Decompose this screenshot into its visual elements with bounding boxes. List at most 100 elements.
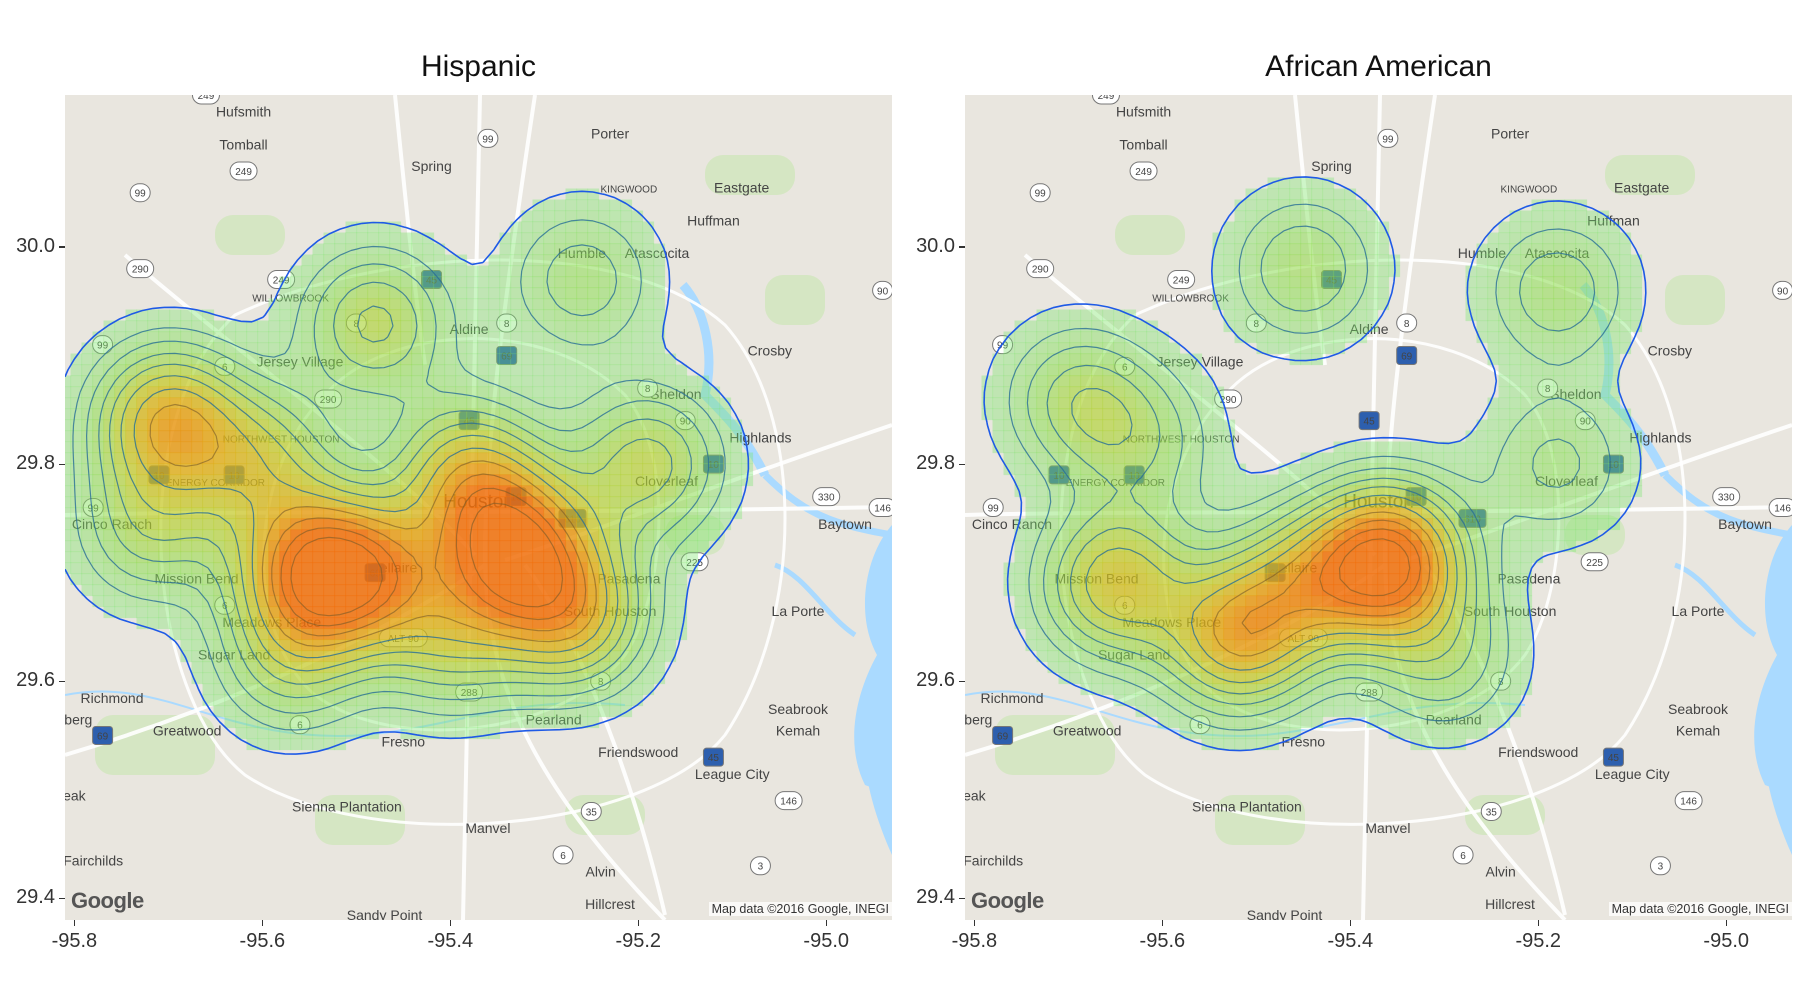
density-cell [92,595,105,608]
density-cell [642,430,655,443]
density-cell [279,606,292,619]
density-cell [642,254,655,267]
density-cell [257,672,270,685]
density-cell [1223,518,1236,531]
density-cell [620,243,633,256]
density-cell [356,320,369,333]
density-cell [1014,452,1027,465]
density-cell [1476,683,1489,696]
density-cell [609,507,622,520]
density-cell [1190,628,1203,641]
density-cell [1179,496,1192,509]
density-cell [1036,573,1049,586]
density-cell [1113,584,1126,597]
map-area[interactable]: Hufsmith Tomball Porter Spring KINGWOOD Eastg… [965,95,1792,920]
density-cell [532,276,545,289]
density-cell [1080,452,1093,465]
density-cell [455,254,468,267]
map-area[interactable]: Hufsmith Tomball Porter Spring KINGWOOD Eastg… [65,95,892,920]
density-cell [587,518,600,531]
density-cell [1212,485,1225,498]
x-tick-label: -95.6 [239,930,286,952]
density-cell [1256,595,1269,608]
density-cell [125,419,138,432]
density-cell [1036,386,1049,399]
density-cell [345,529,358,542]
density-cell [345,496,358,509]
density-cell [992,364,1005,377]
density-cell [268,705,281,718]
density-cell [125,573,138,586]
density-cell [202,606,215,619]
density-cell [631,694,644,707]
density-cell [1278,309,1291,322]
density-cell [334,309,347,322]
density-cell [345,485,358,498]
density-cell [1113,474,1126,487]
density-cell [1212,683,1225,696]
density-cell [631,518,644,531]
density-cell [510,342,523,355]
density-cell [1146,474,1159,487]
density-cell [554,221,567,234]
density-cell [1333,276,1346,289]
density-cell [191,672,204,685]
density-cell [1322,298,1335,311]
density-cell [1476,628,1489,641]
density-cell [257,430,270,443]
density-cell [1344,694,1357,707]
density-cell [466,265,479,278]
density-cell [532,540,545,553]
density-cell [1245,639,1258,652]
density-cell [455,320,468,333]
density-cell [356,716,369,729]
density-cell [1080,485,1093,498]
density-cell [1102,628,1115,641]
road-shield-label: 99 [135,189,147,200]
density-cell [81,529,94,542]
density-cell [543,617,556,630]
density-cell [1311,595,1324,608]
density-cell [499,518,512,531]
density-cell [1047,617,1060,630]
density-cell [1245,287,1258,300]
density-cell [389,705,402,718]
density-cell [620,628,633,641]
density-cell [609,287,622,300]
density-cell [1190,507,1203,520]
density-cell [1124,507,1137,520]
density-cell [1487,397,1500,410]
density-cell [1234,243,1247,256]
density-cell [466,639,479,652]
density-cell [1091,672,1104,685]
density-cell [1157,562,1170,575]
density-cell [1575,265,1588,278]
density-cell [664,562,677,575]
density-cell [642,265,655,278]
density-cell [1256,716,1269,729]
density-cell [213,452,226,465]
density-cell [158,309,171,322]
density-cell [125,595,138,608]
density-cell [389,320,402,333]
density-cell [444,672,457,685]
density-cell [543,683,556,696]
density-cell [499,650,512,663]
place-label: Hillcrest [1485,896,1535,912]
density-cell [477,518,490,531]
density-cell [1432,705,1445,718]
density-cell [1531,309,1544,322]
density-cell [246,683,259,696]
density-cell [323,485,336,498]
density-cell [202,529,215,542]
density-cell [675,397,688,410]
density-cell [697,529,710,542]
density-cell [246,606,259,619]
density-cell [609,650,622,663]
density-cell [1300,199,1313,212]
density-cell [1454,551,1467,564]
place-label: Manvel [465,820,510,836]
density-cell [1575,364,1588,377]
density-cell [125,309,138,322]
density-cell [1597,419,1610,432]
